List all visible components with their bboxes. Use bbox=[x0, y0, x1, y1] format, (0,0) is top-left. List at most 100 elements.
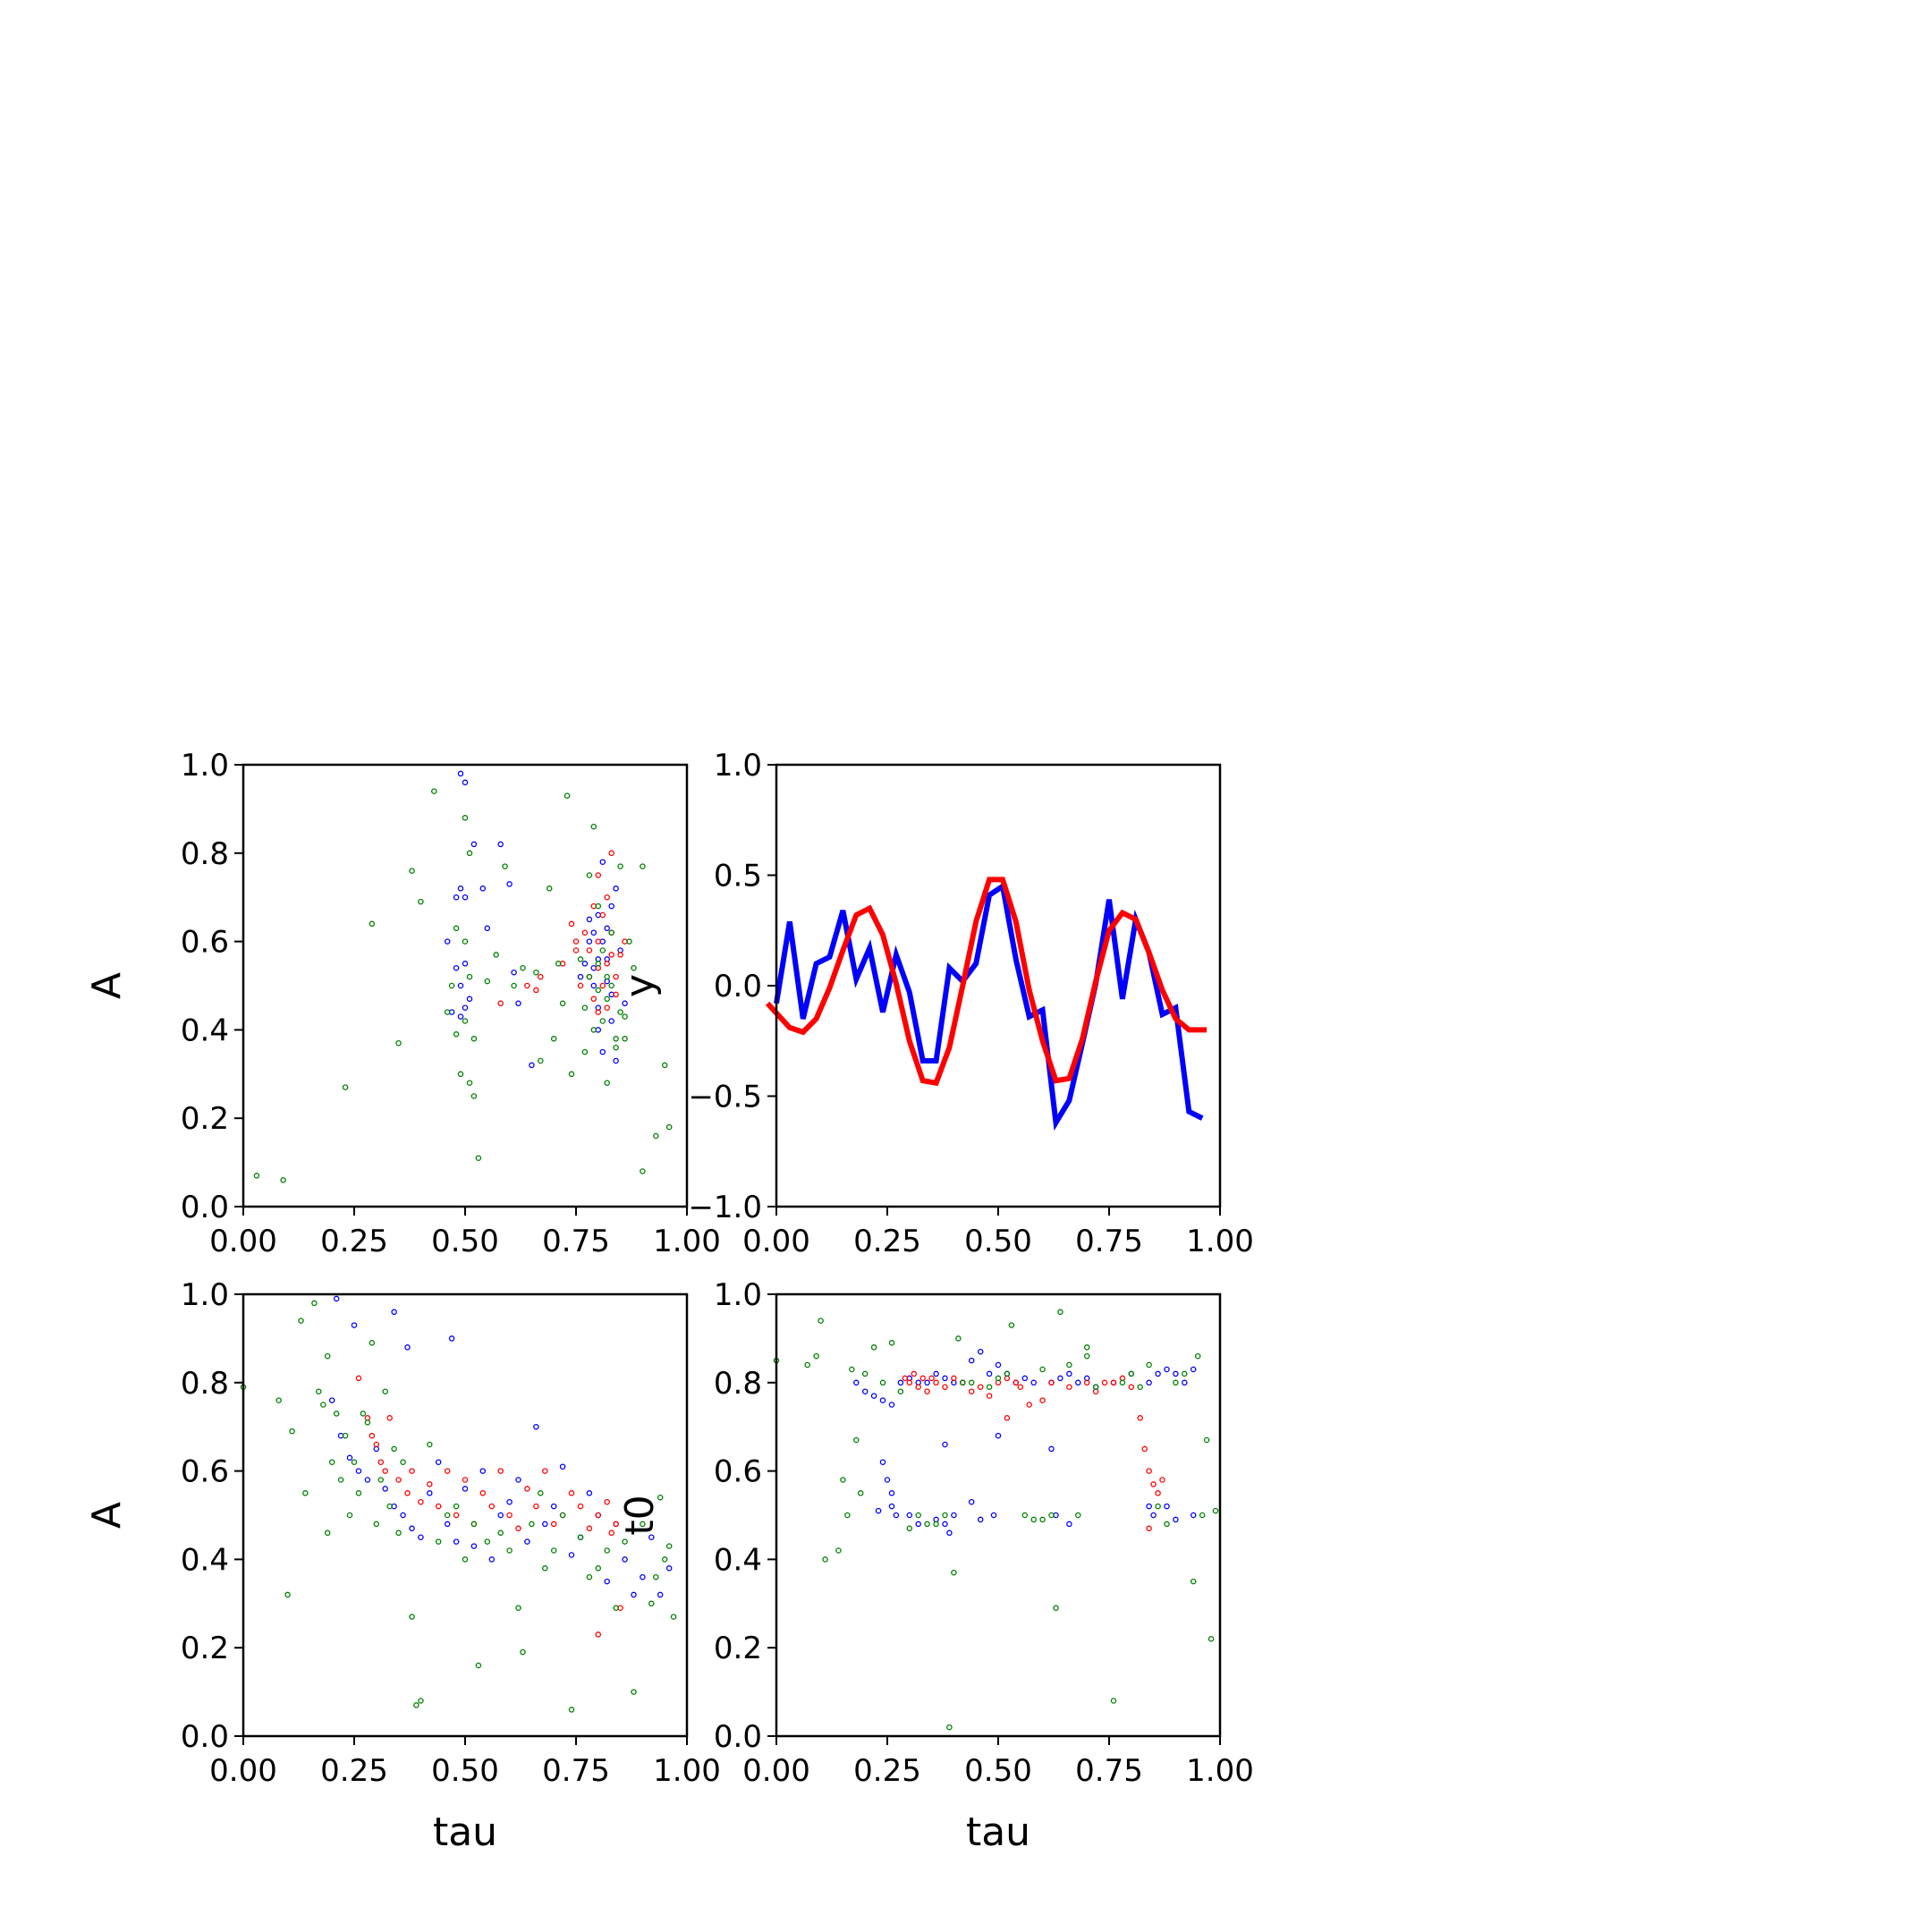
data-point bbox=[457, 1071, 464, 1078]
data-point bbox=[1083, 1344, 1090, 1351]
data-point bbox=[462, 779, 469, 786]
data-point bbox=[1137, 1384, 1143, 1390]
data-point bbox=[470, 1521, 478, 1528]
data-point bbox=[1048, 1379, 1055, 1386]
data-point bbox=[586, 1525, 593, 1532]
data-point bbox=[613, 1036, 619, 1042]
data-point bbox=[475, 1662, 482, 1669]
data-point bbox=[933, 1521, 939, 1528]
data-point bbox=[1146, 1525, 1152, 1532]
data-point bbox=[586, 973, 593, 980]
data-point bbox=[577, 973, 584, 980]
data-point bbox=[457, 1013, 464, 1020]
data-point bbox=[577, 1534, 584, 1540]
data-point bbox=[942, 1384, 948, 1390]
data-point bbox=[364, 1477, 371, 1483]
data-point bbox=[337, 1477, 344, 1483]
x-tick-label: 0.75 bbox=[1075, 1224, 1143, 1259]
data-point bbox=[1004, 1370, 1011, 1377]
x-tick-label: 1.00 bbox=[1186, 1224, 1254, 1259]
data-point bbox=[915, 1512, 921, 1519]
y-tick-label: 0.8 bbox=[181, 1366, 229, 1402]
data-point bbox=[1173, 1516, 1179, 1523]
data-point bbox=[427, 1490, 433, 1496]
data-point bbox=[462, 1477, 469, 1483]
data-point bbox=[497, 841, 504, 848]
data-point bbox=[626, 938, 632, 945]
data-point bbox=[568, 1707, 575, 1713]
data-point bbox=[488, 1556, 496, 1563]
data-point bbox=[640, 1521, 646, 1528]
data-point bbox=[933, 1379, 939, 1386]
data-point bbox=[470, 1036, 478, 1042]
data-point bbox=[1150, 1512, 1157, 1519]
data-point bbox=[550, 1503, 557, 1510]
data-point bbox=[453, 964, 460, 971]
data-point bbox=[316, 1388, 322, 1394]
data-point bbox=[1155, 1370, 1161, 1377]
data-point bbox=[946, 1724, 953, 1731]
plot-area bbox=[240, 1295, 677, 1713]
y-tick-label: 0.6 bbox=[181, 1454, 229, 1490]
data-point bbox=[506, 1498, 513, 1505]
data-point bbox=[515, 1477, 521, 1483]
data-point bbox=[559, 1000, 566, 1007]
x-tick-label: 0.50 bbox=[431, 1224, 499, 1259]
data-point bbox=[511, 982, 517, 989]
data-point bbox=[622, 1036, 628, 1042]
data-point bbox=[586, 872, 593, 878]
data-point bbox=[590, 823, 597, 830]
data-point bbox=[302, 1490, 309, 1496]
data-point bbox=[617, 952, 623, 958]
data-point bbox=[1110, 1379, 1117, 1386]
data-point bbox=[253, 1173, 260, 1179]
data-point bbox=[382, 1468, 388, 1474]
data-point bbox=[1190, 1578, 1197, 1585]
y-tick-label: 0.8 bbox=[181, 836, 229, 872]
data-point bbox=[581, 1048, 589, 1055]
data-point bbox=[888, 1503, 895, 1510]
data-point bbox=[1021, 1512, 1029, 1519]
data-point bbox=[942, 1375, 948, 1382]
data-point bbox=[613, 1521, 619, 1528]
data-point bbox=[515, 1000, 521, 1007]
data-point bbox=[413, 1702, 419, 1708]
data-point bbox=[608, 1530, 614, 1537]
data-point bbox=[572, 947, 580, 953]
x-tick-label: 0.75 bbox=[542, 1224, 610, 1259]
data-point bbox=[879, 1379, 886, 1386]
data-point bbox=[595, 961, 602, 967]
data-point bbox=[888, 1490, 895, 1496]
data-point bbox=[346, 1512, 353, 1519]
data-point bbox=[640, 863, 646, 869]
data-point bbox=[915, 1384, 921, 1390]
data-point bbox=[665, 1565, 673, 1572]
y-tick-label: −1.0 bbox=[688, 1190, 762, 1225]
plot-area bbox=[765, 877, 1208, 1131]
data-point bbox=[431, 788, 437, 794]
data-point bbox=[377, 1477, 385, 1483]
data-point bbox=[665, 1543, 673, 1549]
data-point bbox=[346, 1454, 353, 1462]
data-point bbox=[382, 1388, 388, 1394]
data-point bbox=[529, 1521, 535, 1528]
data-point bbox=[608, 850, 614, 857]
data-point bbox=[360, 1411, 367, 1417]
data-point bbox=[409, 1468, 415, 1474]
x-tick-label: 0.00 bbox=[742, 1224, 810, 1259]
data-point bbox=[604, 961, 610, 967]
data-point bbox=[986, 1393, 993, 1399]
data-point bbox=[599, 1018, 606, 1024]
y-tick-label: 0.0 bbox=[181, 1719, 229, 1755]
data-point bbox=[968, 1379, 975, 1386]
data-point bbox=[386, 1503, 393, 1510]
x-tick-label: 0.50 bbox=[964, 1224, 1032, 1259]
data-point bbox=[289, 1428, 295, 1435]
data-point bbox=[835, 1547, 842, 1554]
data-point bbox=[608, 902, 614, 910]
x-tick-label: 0.00 bbox=[209, 1224, 277, 1259]
data-point bbox=[617, 863, 623, 869]
data-point bbox=[1030, 1516, 1037, 1523]
data-point bbox=[400, 1459, 406, 1465]
